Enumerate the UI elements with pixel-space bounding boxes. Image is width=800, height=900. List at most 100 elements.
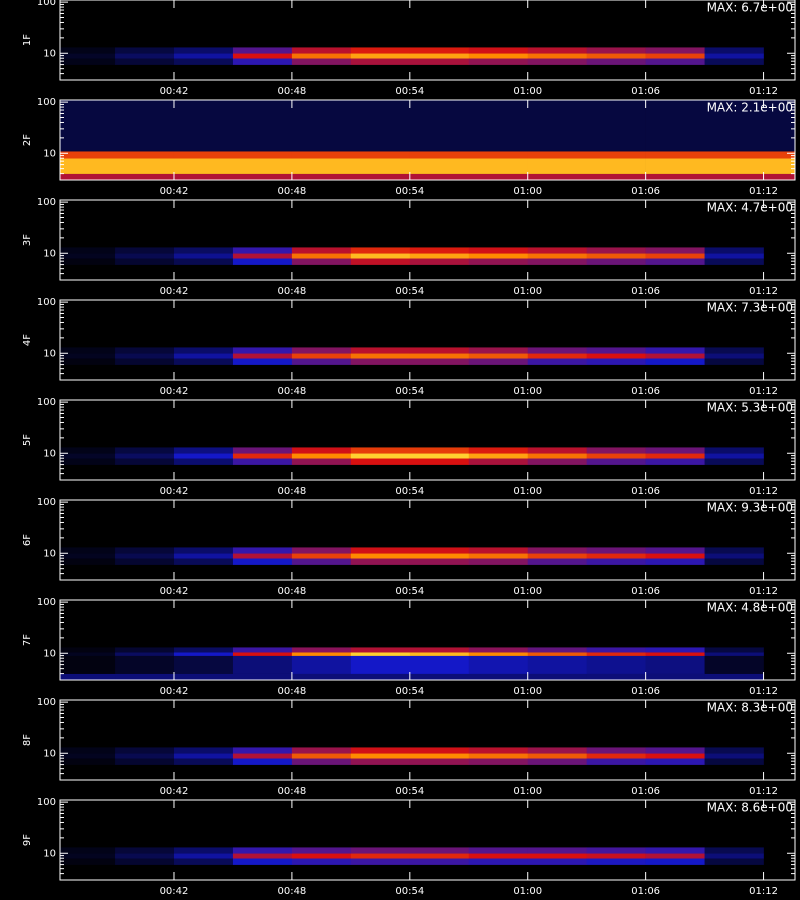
cell xyxy=(232,655,293,674)
x-tick-label: 01:06 xyxy=(631,786,660,797)
cell xyxy=(60,747,116,754)
cell xyxy=(291,647,352,653)
cell xyxy=(173,647,234,653)
cell xyxy=(232,858,293,865)
cell xyxy=(350,347,411,354)
cell xyxy=(586,558,646,565)
annotation: MAX: 9.3e+00 xyxy=(707,501,793,515)
cell xyxy=(350,358,411,365)
panel: 10 100 00:42 00:48 00:54 01:00 01:06 01:12 3F MAX… xyxy=(22,197,796,297)
cell xyxy=(115,47,175,54)
cell xyxy=(173,652,234,656)
cells xyxy=(60,100,795,180)
x-tick-label: 01:06 xyxy=(631,186,660,197)
cell xyxy=(645,547,705,554)
cell xyxy=(291,447,352,454)
cell xyxy=(704,447,764,454)
cell xyxy=(409,647,470,653)
cell xyxy=(350,553,411,559)
cell xyxy=(586,458,646,465)
cells xyxy=(60,547,764,565)
cell xyxy=(468,753,529,759)
cell xyxy=(409,347,470,354)
cell xyxy=(60,553,116,559)
cell xyxy=(586,853,646,859)
cell xyxy=(645,753,705,759)
cell xyxy=(645,647,705,653)
cell xyxy=(704,647,764,653)
x-tick-label: 01:00 xyxy=(513,286,542,297)
cell xyxy=(409,151,529,159)
x-tick-label: 01:12 xyxy=(749,386,778,397)
cell xyxy=(704,258,764,265)
x-tick-label: 01:00 xyxy=(513,886,542,897)
cell xyxy=(409,652,470,656)
cell xyxy=(409,47,470,54)
cell xyxy=(704,553,764,559)
cell xyxy=(232,853,293,859)
cell xyxy=(173,673,234,680)
x-tick-label: 00:54 xyxy=(395,686,424,697)
annotation: MAX: 8.6e+00 xyxy=(707,801,793,815)
cell xyxy=(60,853,116,859)
x-tick-label: 00:48 xyxy=(277,586,306,597)
cell xyxy=(291,247,352,254)
x-tick-label: 00:48 xyxy=(277,286,306,297)
x-tick-label: 00:48 xyxy=(277,886,306,897)
cell xyxy=(350,747,411,754)
cell xyxy=(527,58,587,65)
y-tick-label: 10 xyxy=(43,448,56,459)
y-tick-label: 100 xyxy=(37,597,56,608)
x-tick-label: 00:42 xyxy=(160,786,189,797)
cell xyxy=(60,673,116,680)
cell xyxy=(350,258,411,265)
y-axis-label: 8F xyxy=(22,734,33,746)
cell xyxy=(291,747,352,754)
y-tick-label: 100 xyxy=(37,197,56,208)
cell xyxy=(468,853,529,859)
cell xyxy=(409,458,470,465)
cell xyxy=(645,652,705,656)
y-axis-label: 6F xyxy=(22,534,33,546)
cells xyxy=(60,847,764,865)
x-tick-label: 01:06 xyxy=(631,386,660,397)
y-axis-label: 5F xyxy=(22,434,33,446)
cell xyxy=(527,53,587,59)
cell xyxy=(409,747,470,754)
cell xyxy=(645,673,705,680)
panel: 10 100 00:42 00:48 00:54 01:00 01:06 01:12 5F MAX… xyxy=(22,397,796,497)
cell xyxy=(60,652,116,656)
x-tick-label: 01:06 xyxy=(631,286,660,297)
cell xyxy=(115,558,175,565)
cell xyxy=(115,753,175,759)
cell xyxy=(350,758,411,765)
y-tick-label: 10 xyxy=(43,48,56,59)
cell xyxy=(586,347,646,354)
annotation: MAX: 7.3e+00 xyxy=(707,301,793,315)
y-tick-label: 10 xyxy=(43,848,56,859)
y-axis-label: 7F xyxy=(22,634,33,646)
cell xyxy=(645,258,705,265)
cell xyxy=(468,258,529,265)
cell xyxy=(704,558,764,565)
cell xyxy=(409,655,470,674)
cell xyxy=(291,151,411,159)
cell xyxy=(173,53,234,59)
y-axis-label: 4F xyxy=(22,334,33,346)
cell xyxy=(468,655,529,674)
x-tick-label: 01:00 xyxy=(513,586,542,597)
cell xyxy=(645,100,795,152)
cell xyxy=(173,747,234,754)
cell xyxy=(350,53,411,59)
cell xyxy=(173,655,234,674)
cell xyxy=(468,547,529,554)
cell xyxy=(645,47,705,54)
cell xyxy=(586,53,646,59)
cell xyxy=(586,47,646,54)
cell xyxy=(586,655,646,674)
y-tick-label: 10 xyxy=(43,148,56,159)
cell xyxy=(645,858,705,865)
cell xyxy=(232,358,293,365)
panel: 10 100 00:42 00:48 00:54 01:00 01:06 01:12 8F MAX… xyxy=(22,697,796,797)
cell xyxy=(60,847,116,854)
